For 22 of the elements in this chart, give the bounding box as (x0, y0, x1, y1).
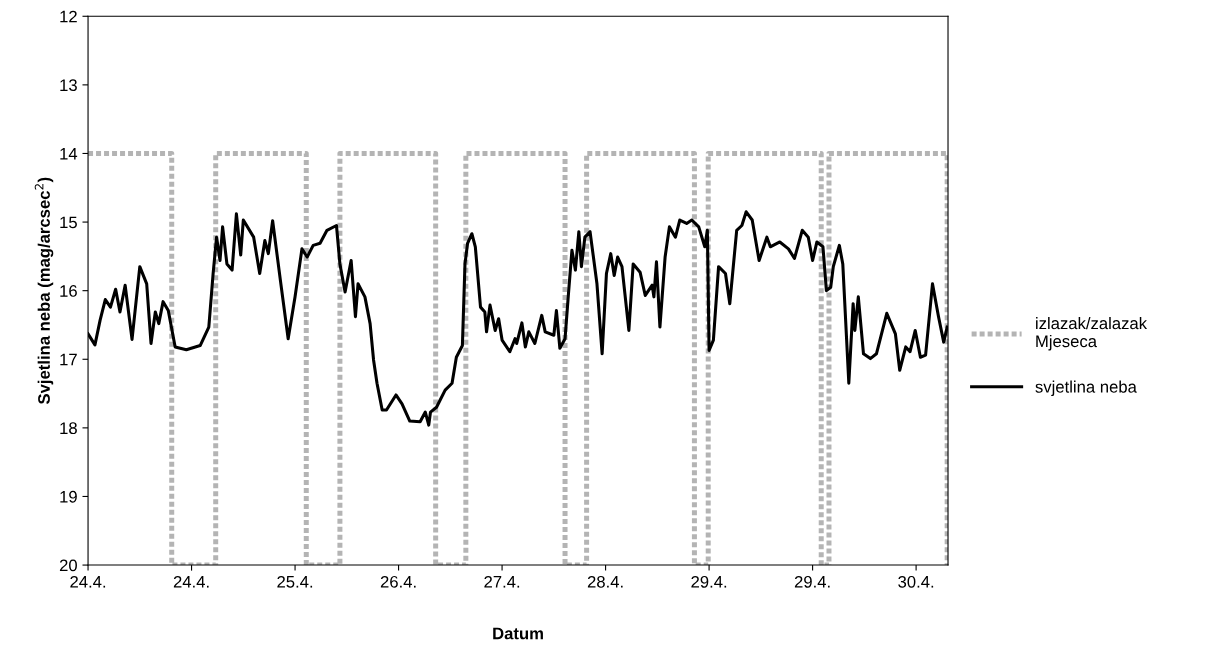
y-tick-label: 17 (60, 353, 77, 366)
y-tick-label: 13 (60, 79, 77, 92)
legend-label: svjetlina neba (1035, 380, 1137, 397)
x-tick-label: 29.4. (691, 575, 727, 588)
legend-label: izlazak/zalazak Mjeseca (1036, 317, 1148, 351)
y-tick-label: 16 (60, 285, 77, 297)
x-tick-label: 29.4. (794, 575, 830, 588)
y-axis-title: Svjetlina neba (mag/arcsec$^{2}$) (34, 177, 54, 405)
x-tick-label: 30.4. (898, 575, 934, 588)
y-tick-label: 14 (60, 148, 78, 160)
x-tick-label: 24.4. (173, 575, 209, 588)
x-tick-label: 25.4. (277, 575, 313, 588)
x-tick-label: 27.4. (484, 575, 520, 588)
x-tick-label: 28.4. (587, 575, 623, 588)
y-tick-label: 12 (60, 10, 77, 23)
y-tick-label: 15 (60, 216, 77, 229)
y-tick-label: 19 (60, 490, 77, 503)
x-tick-label: 24.4. (70, 575, 106, 588)
x-tick-label: 26.4. (380, 575, 416, 588)
y-tick-label: 18 (60, 422, 77, 435)
y-tick-label: 20 (59, 559, 77, 572)
x-axis-title: Datum (493, 627, 543, 640)
